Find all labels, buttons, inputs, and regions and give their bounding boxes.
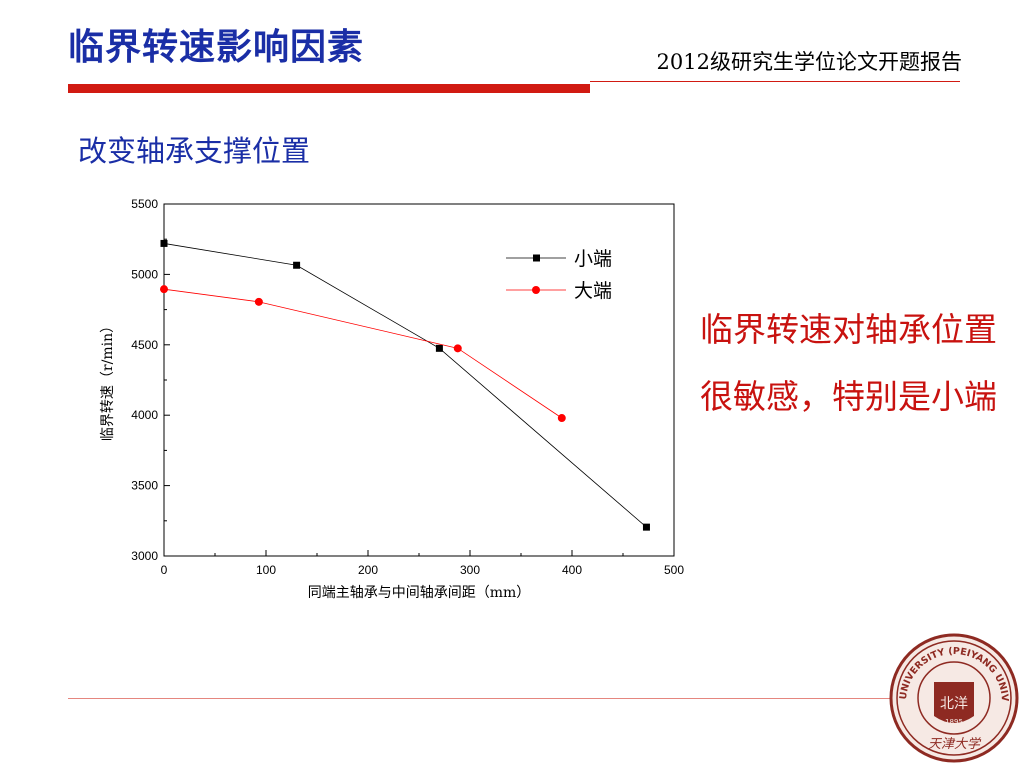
section-heading: 改变轴承支撑位置 (78, 134, 311, 168)
legend-marker (533, 254, 540, 262)
slide-title: 临界转速影响因素 (68, 27, 365, 68)
legend-marker (532, 286, 540, 294)
y-tick-label: 5500 (131, 197, 158, 211)
series-line-2 (163, 288, 563, 419)
header-accent-bar (68, 84, 590, 93)
data-point-square (293, 261, 301, 269)
seal-bottom-text: 天津大学 (928, 736, 982, 752)
header-note: 2012级研究生学位论文开题报告 (656, 50, 962, 74)
x-tick-label: 200 (358, 563, 378, 577)
x-tick-label: 100 (256, 563, 276, 577)
y-tick-label: 5000 (131, 267, 158, 281)
seal-center-text: 北洋 (940, 696, 968, 712)
header-rule (590, 81, 960, 82)
data-point-circle (557, 414, 566, 423)
y-tick-label: 3000 (131, 549, 158, 563)
university-seal-logo: TIANJIN UNIVERSITY (PEIYANG UNIVERSITY) … (888, 632, 1019, 763)
y-tick-label: 4500 (131, 338, 158, 352)
data-point-circle (453, 344, 462, 353)
y-axis-label: 临界转速（r/min） (100, 319, 116, 441)
x-tick-label: 300 (460, 563, 480, 577)
data-point-circle (160, 285, 168, 294)
series-line-1 (163, 243, 647, 528)
x-axis-label: 同端主轴承与中间轴承间距（mm） (308, 585, 531, 601)
legend-label: 大端 (574, 280, 612, 302)
x-tick-label: 400 (562, 563, 582, 577)
data-point-square (642, 523, 650, 531)
data-point-square (160, 239, 168, 247)
data-point-square (435, 344, 443, 352)
x-tick-label: 0 (161, 563, 168, 577)
conclusion-callout: 临界转速对轴承位置很敏感，特别是小端 (700, 310, 997, 416)
critical-speed-chart: 0 100 200 300 400 500 3000 3500 4000 4500 5000 5500… (100, 197, 684, 601)
x-tick-label: 500 (664, 563, 684, 577)
y-tick-label: 3500 (131, 479, 158, 493)
y-tick-label: 4000 (131, 408, 158, 422)
legend-label: 小端 (574, 248, 612, 270)
footer-rule (68, 698, 898, 699)
data-point-circle (254, 297, 263, 306)
seal-year: 1895 (945, 718, 963, 726)
